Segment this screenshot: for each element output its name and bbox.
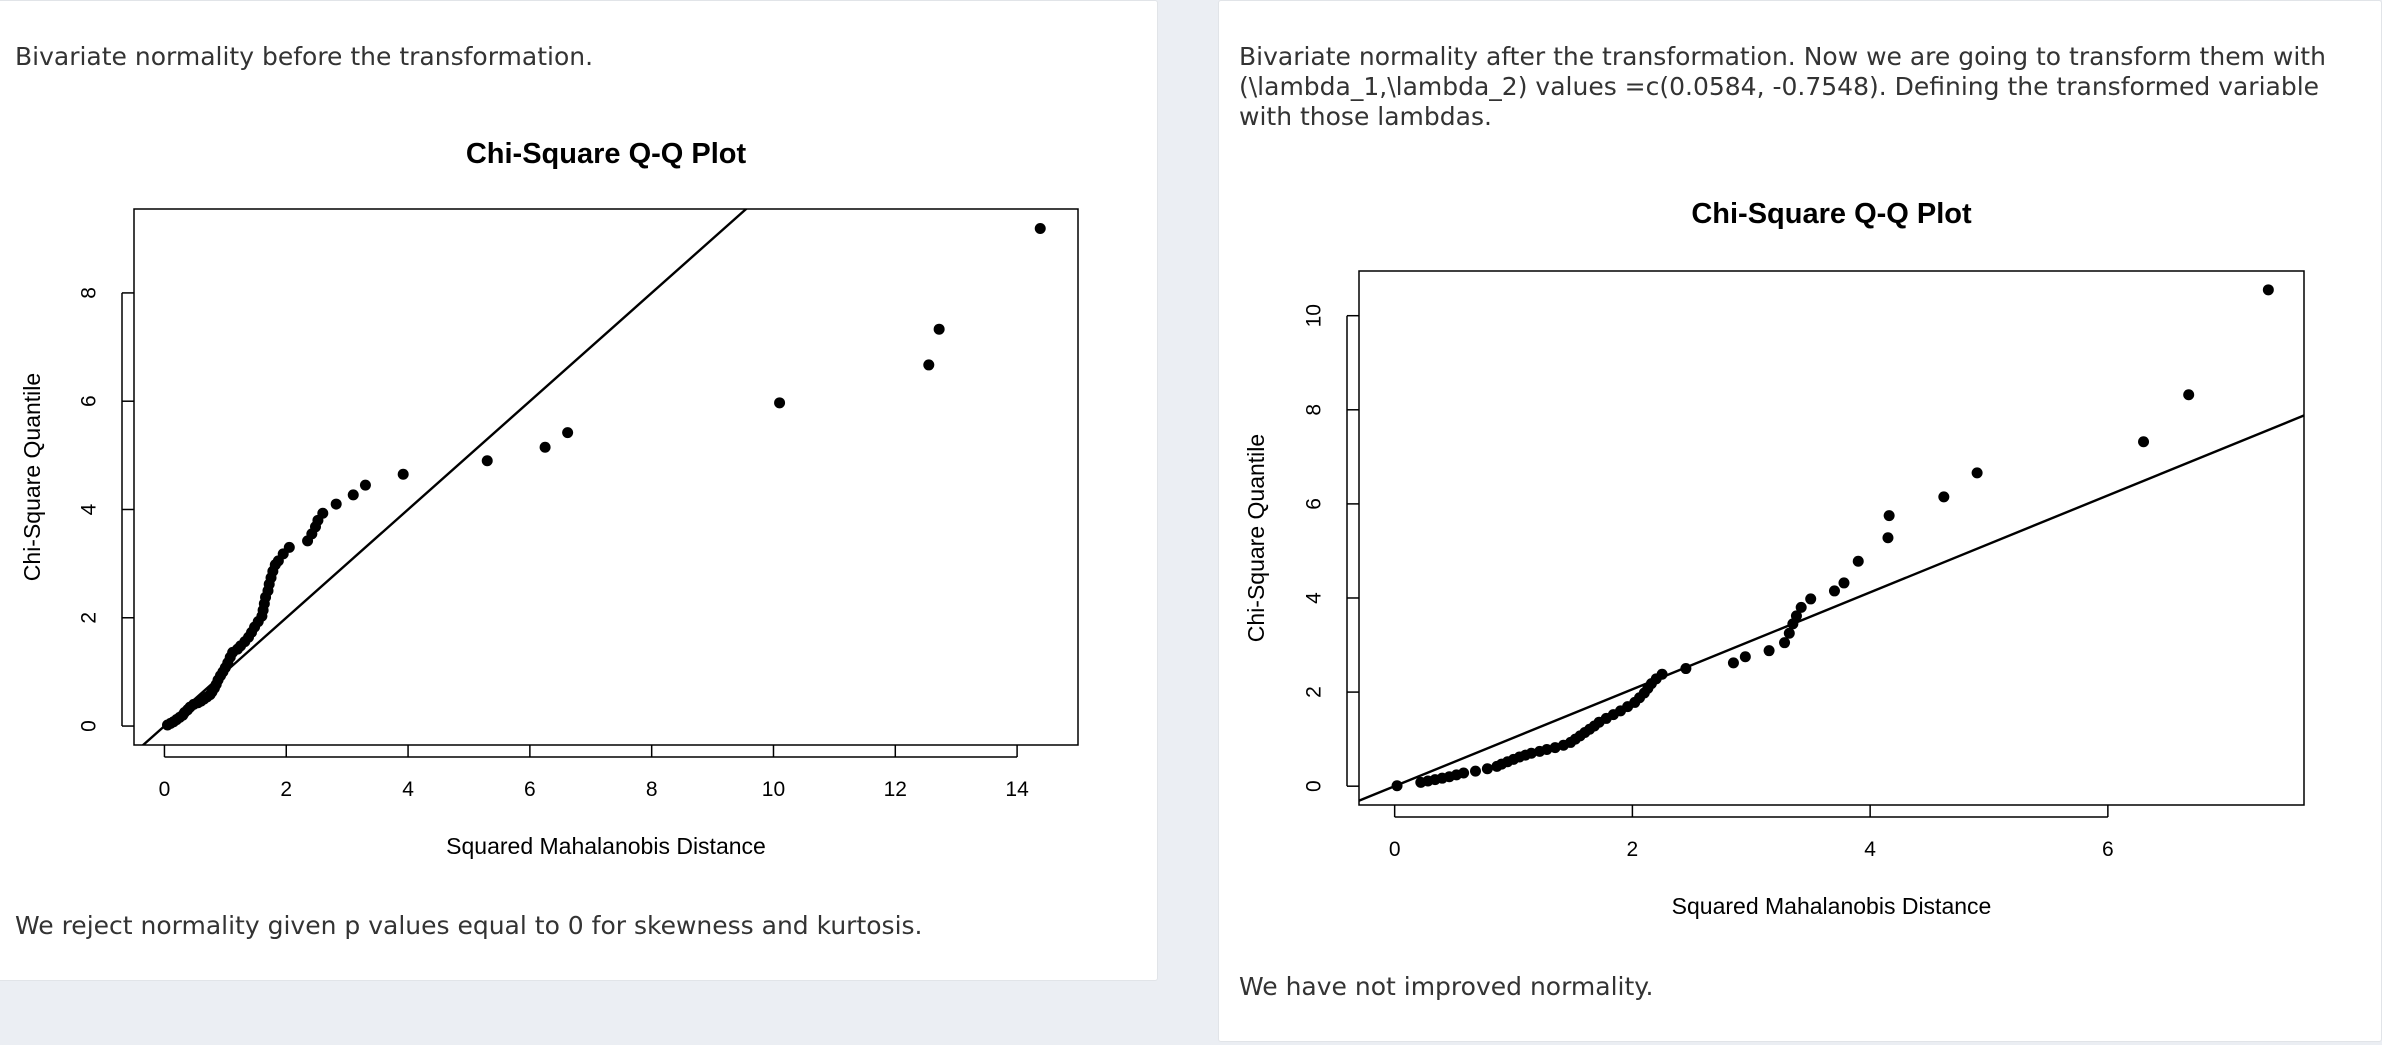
data-point (1739, 651, 1751, 663)
y-tick-label: 2 (1303, 686, 1326, 698)
left-output-card: Bivariate normality before the transform… (0, 0, 1158, 981)
y-tick-label: 6 (1303, 498, 1326, 510)
y-tick-label: 4 (78, 503, 101, 515)
x-axis-title: Squared Mahalanobis Distance (1672, 893, 1992, 919)
data-point (317, 507, 329, 519)
intro-text: Bivariate normality before the transform… (15, 42, 594, 71)
data-point (1541, 743, 1553, 755)
y-tick-label: 8 (1303, 404, 1326, 416)
data-point (1790, 610, 1802, 622)
data-point (359, 479, 371, 491)
data-point (1549, 742, 1561, 754)
data-point (330, 498, 342, 510)
y-tick-label: 0 (78, 720, 101, 732)
data-point (283, 541, 295, 553)
data-point (1525, 747, 1537, 759)
y-tick-label: 10 (1303, 304, 1326, 327)
conclusion-text: We reject normality given p values equal… (15, 911, 923, 940)
x-tick-label: 2 (280, 778, 292, 801)
plot-frame (133, 208, 1079, 746)
x-tick-label: 6 (2102, 838, 2114, 861)
intro-text: Bivariate normality after the transforma… (1239, 42, 2326, 131)
x-tick-label: 14 (1005, 778, 1029, 801)
data-point (397, 468, 409, 480)
data-point (1883, 510, 1895, 522)
plot-frame (1358, 270, 2305, 806)
data-point (1852, 555, 1864, 567)
x-tick-label: 10 (762, 778, 785, 801)
data-point (774, 397, 786, 409)
reference-line (1359, 414, 2304, 803)
data-point (1828, 585, 1840, 597)
x-tick-label: 0 (1389, 838, 1401, 861)
data-point (1938, 491, 1950, 503)
x-tick-label: 4 (402, 778, 414, 801)
qq-plot-after: Chi-Square Q-Q Plot 0 2 4 6 0 2 4 6 8 10 Squared Ma… (1219, 181, 2379, 931)
chart-title: Chi-Square Q-Q Plot (1691, 198, 1972, 230)
data-point (1391, 780, 1403, 792)
data-point (1680, 663, 1692, 675)
data-point (1458, 767, 1470, 779)
x-tick-label: 4 (1864, 838, 1876, 861)
conclusion-text: We have not improved normality. (1239, 972, 1654, 1001)
x-tick-label: 12 (884, 778, 907, 801)
qq-plot-svg: Chi-Square Q-Q Plot 0 2 4 6 0 2 4 6 8 10 Squared Ma… (1243, 198, 2305, 919)
data-point (2138, 436, 2150, 448)
y-tick-label: 6 (78, 395, 101, 407)
data-point (1656, 668, 1668, 680)
data-point (562, 427, 574, 439)
x-axis-title: Squared Mahalanobis Distance (446, 833, 766, 859)
data-point (1763, 645, 1775, 657)
x-tick-label: 8 (646, 778, 658, 801)
data-point (1469, 765, 1481, 777)
x-tick-label: 0 (159, 778, 171, 801)
y-tick-label: 2 (78, 612, 101, 624)
data-point (1882, 532, 1894, 544)
data-point (1805, 593, 1817, 605)
data-point (1727, 657, 1739, 669)
y-tick-label: 8 (78, 287, 101, 299)
reference-line (141, 209, 748, 745)
data-point (933, 323, 945, 335)
data-point (2183, 389, 2195, 401)
y-tick-label: 0 (1303, 780, 1326, 792)
x-tick-label: 6 (524, 778, 536, 801)
right-output-card: Bivariate normality after the transforma… (1218, 0, 2382, 1042)
data-point (481, 455, 493, 467)
x-tick-label: 2 (1627, 838, 1639, 861)
y-tick-label: 4 (1303, 592, 1326, 604)
data-point (347, 489, 359, 501)
data-point (1838, 577, 1850, 589)
data-point (2262, 284, 2274, 296)
data-point (1971, 467, 1983, 479)
data-point (539, 441, 551, 453)
data-point (1795, 601, 1807, 613)
y-axis-title: Chi-Square Quantile (19, 373, 45, 581)
data-point (1481, 763, 1493, 775)
data-point (923, 359, 935, 371)
data-point (1783, 627, 1795, 639)
qq-plot-before: Chi-Square Q-Q Plot 0 2 4 6 8 10 12 14 0 2 4 6 8 Squar… (0, 121, 1137, 871)
y-axis-title: Chi-Square Quantile (1243, 434, 1269, 642)
qq-plot-svg: Chi-Square Q-Q Plot 0 2 4 6 8 10 12 14 0 2 4 6 8 Squar… (19, 138, 1079, 859)
data-point (1034, 222, 1046, 234)
chart-title: Chi-Square Q-Q Plot (466, 138, 747, 170)
data-point (1779, 637, 1791, 649)
